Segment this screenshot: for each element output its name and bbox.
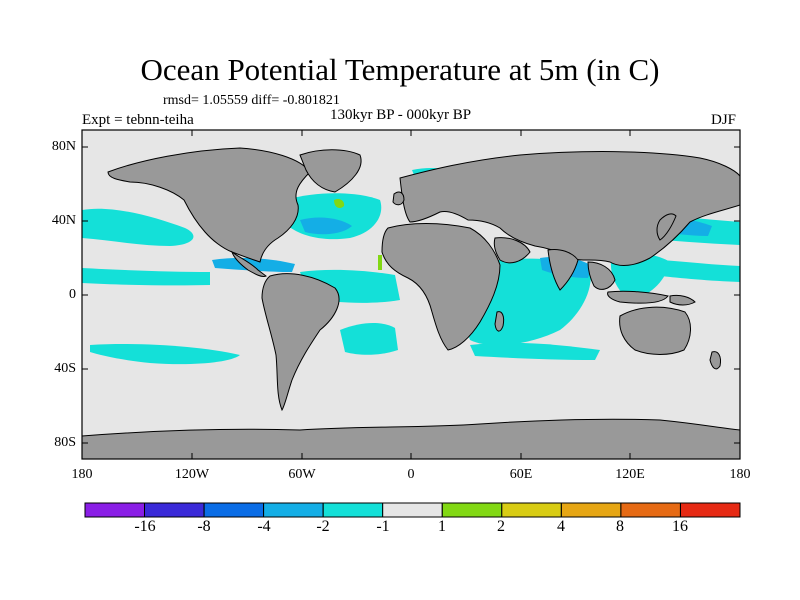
equatorial-pacific-band-west: [82, 268, 210, 286]
colorbar-label: 4: [557, 518, 565, 535]
lon-label-120w: 120W: [174, 467, 210, 482]
colorbar-swatch: [203, 502, 265, 518]
indonesia: [607, 290, 669, 304]
south-pacific-cool-band: [90, 344, 240, 365]
antarctica: [82, 418, 740, 459]
season-label: DJF: [711, 112, 737, 128]
west-africa-warm-spot: [378, 255, 382, 270]
lat-label-40n: 40N: [51, 213, 76, 228]
colorbar-label: -2: [316, 518, 330, 535]
eurasia: [399, 151, 740, 266]
colorbar-swatch: [680, 502, 741, 518]
colorbar-label: -8: [197, 518, 211, 535]
central-america: [231, 250, 267, 277]
north-pacific-cool-band: [82, 208, 194, 246]
north-atlantic-warm-spot: [334, 198, 345, 208]
japan: [656, 213, 677, 241]
gulf-stream-cooler: [300, 217, 352, 235]
colorbar-label: 16: [672, 518, 688, 535]
lat-label-0: 0: [69, 287, 76, 302]
lat-label-40s: 40S: [54, 361, 76, 376]
lon-label-180w: 180: [71, 467, 93, 482]
south-america: [261, 273, 340, 412]
lon-label-0: 0: [407, 467, 415, 482]
colorbar-swatch: [501, 502, 562, 518]
colorbar-swatch: [144, 502, 205, 518]
colorbar-label: 1: [438, 518, 446, 535]
greenland: [299, 149, 362, 193]
southeast-asia: [587, 261, 616, 290]
africa: [381, 223, 501, 351]
new-guinea: [669, 294, 696, 306]
warm-anomaly-regions: [334, 198, 382, 270]
arabia: [493, 237, 531, 264]
land-masses: [82, 147, 740, 459]
period-label: 130kyr BP - 000kyr BP: [330, 107, 472, 123]
uk-ireland: [392, 191, 405, 206]
map-title: Ocean Potential Temperature at 5m (in C): [140, 52, 660, 87]
atlantic-tropic-cooler: [212, 257, 295, 272]
south-atlantic-cool: [340, 323, 398, 355]
australia: [619, 306, 691, 355]
colorbar-swatch: [620, 502, 681, 518]
colorbar-label: 2: [497, 518, 505, 535]
colorbar-swatch: [560, 502, 622, 518]
lon-label-60w: 60W: [288, 467, 316, 482]
colorbar-swatch: [322, 502, 384, 518]
colorbar-swatch: [382, 502, 443, 518]
colorbar-label: -1: [376, 518, 390, 535]
colorbar: [84, 502, 741, 518]
colorbar-swatch: [84, 502, 145, 518]
colorbar-label: -16: [134, 518, 156, 535]
lat-label-80n: 80N: [51, 139, 76, 154]
southern-indian-cool: [470, 342, 600, 360]
lon-label-60e: 60E: [509, 467, 533, 482]
colorbar-swatch: [263, 502, 324, 518]
equatorial-pacific-band-east: [660, 260, 740, 282]
colorbar-swatch: [441, 502, 503, 518]
colorbar-label: 8: [616, 518, 624, 535]
axis-ticks: [81, 130, 741, 459]
lon-label-120e: 120E: [615, 467, 645, 482]
new-zealand: [709, 351, 721, 370]
colorbar-label: -4: [257, 518, 271, 535]
north-america: [107, 147, 311, 263]
madagascar: [494, 311, 505, 332]
lon-label-180e: 180: [729, 467, 751, 482]
india: [547, 249, 579, 291]
experiment-label: Expt = tebnn-teiha: [82, 112, 194, 128]
stats-line: rmsd= 1.05559 diff= -0.801821: [163, 93, 340, 108]
lat-label-80s: 80S: [54, 435, 76, 450]
